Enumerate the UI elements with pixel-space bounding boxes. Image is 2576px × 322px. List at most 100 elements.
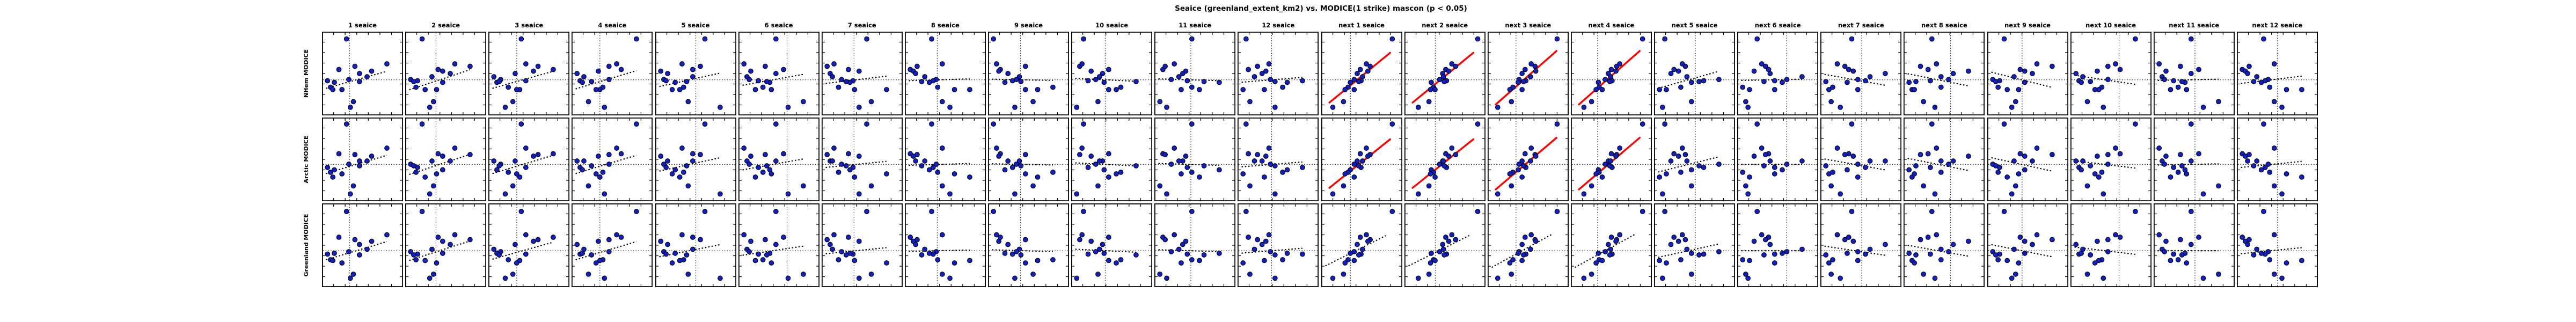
- data-point: [1201, 252, 1207, 258]
- data-point: [1013, 248, 1019, 254]
- data-point: [1432, 174, 1438, 180]
- subplot-svg: [1987, 117, 2068, 201]
- data-point: [741, 61, 747, 67]
- data-point: [1077, 152, 1082, 157]
- data-point: [831, 145, 837, 151]
- data-point: [1260, 241, 1265, 247]
- data-point: [596, 68, 602, 74]
- data-point: [1272, 105, 1278, 110]
- data-point: [343, 36, 349, 42]
- data-point: [1101, 79, 1107, 85]
- data-point: [1995, 170, 2001, 175]
- trend-dotted-line: [2157, 78, 2219, 81]
- data-point: [2132, 36, 2138, 42]
- trend-dotted-line: [742, 245, 803, 256]
- trend-dotted-line: [1491, 233, 1553, 268]
- data-point: [764, 79, 770, 84]
- data-point: [2175, 257, 2181, 262]
- data-point: [868, 183, 874, 189]
- data-point: [780, 67, 786, 72]
- trend-dotted-line: [1158, 163, 1220, 166]
- data-point: [2245, 158, 2250, 164]
- trend-dotted-line: [1574, 233, 1636, 268]
- data-point: [1532, 63, 1538, 69]
- data-point: [1520, 252, 1526, 258]
- subplot-cell-r3-c16: [1570, 203, 1652, 287]
- data-point: [1183, 153, 1189, 159]
- data-point: [580, 250, 586, 256]
- data-point: [1664, 87, 1669, 92]
- data-point: [2284, 171, 2289, 177]
- data-point: [1022, 260, 1028, 266]
- data-point: [1799, 158, 1805, 164]
- data-point: [922, 246, 927, 252]
- data-point: [1100, 71, 1106, 76]
- subplot-cell-r2-c8: [904, 117, 986, 201]
- data-point: [2163, 153, 2169, 159]
- data-point: [535, 152, 541, 157]
- data-point: [2246, 63, 2252, 69]
- data-point: [664, 241, 670, 247]
- data-point: [1946, 162, 1952, 167]
- figure-title: Seaice (greenland_extent_km2) vs. MODICE…: [1175, 4, 1467, 13]
- data-point: [830, 74, 835, 79]
- data-point: [1012, 105, 1018, 110]
- data-point: [1938, 170, 1944, 175]
- data-point: [2279, 105, 2285, 110]
- data-point: [2171, 251, 2176, 257]
- data-point: [1995, 84, 2001, 90]
- data-point: [343, 209, 349, 214]
- data-point: [1509, 271, 1514, 277]
- subplot-svg: [1071, 32, 1153, 115]
- data-point: [831, 61, 837, 67]
- data-point: [657, 238, 663, 244]
- subplot-svg: [1737, 32, 1819, 115]
- data-point: [1356, 79, 1362, 84]
- data-point: [1106, 174, 1111, 180]
- subplot-spines: [2153, 32, 2235, 115]
- data-point: [597, 258, 603, 264]
- data-point: [1106, 67, 1111, 72]
- data-point: [1745, 275, 1751, 281]
- data-point: [996, 153, 1001, 159]
- subplot-spines: [821, 117, 903, 201]
- subplot-svg: [1987, 203, 2068, 287]
- trend-dotted-line: [1990, 244, 2052, 258]
- data-point: [513, 71, 518, 76]
- data-point: [1449, 232, 1454, 238]
- subplot-cell-r3-c15: [1487, 203, 1569, 287]
- subplot-svg: [2153, 32, 2235, 115]
- data-point: [1240, 87, 1246, 92]
- subplot-svg: [2070, 203, 2151, 287]
- data-point: [1101, 167, 1107, 173]
- data-point: [1918, 237, 1923, 243]
- data-point: [411, 79, 416, 84]
- data-point: [346, 77, 352, 83]
- data-point: [1701, 251, 1707, 257]
- subplot-svg: [1904, 32, 1985, 115]
- data-point: [2162, 162, 2167, 167]
- data-point: [2267, 257, 2273, 262]
- data-point: [510, 183, 516, 189]
- data-point: [1675, 68, 1681, 74]
- subplot-spines: [2236, 117, 2318, 201]
- data-point: [1613, 68, 1619, 74]
- data-point: [1268, 77, 1274, 83]
- data-point: [2094, 153, 2100, 159]
- subplot-spines: [2070, 32, 2151, 115]
- data-point: [843, 79, 849, 84]
- subplot-spines: [2153, 203, 2235, 287]
- subplot-spines: [572, 203, 653, 287]
- data-point: [2260, 121, 2266, 127]
- data-point: [1495, 275, 1501, 281]
- data-point: [435, 234, 441, 240]
- data-point: [350, 99, 356, 105]
- subplot-svg: [1487, 117, 1569, 201]
- data-point: [748, 153, 753, 159]
- data-point: [762, 237, 768, 243]
- data-point: [1596, 250, 1601, 256]
- data-point: [580, 167, 586, 173]
- subplot-svg: [821, 117, 903, 201]
- data-point: [883, 171, 889, 177]
- data-point: [1162, 63, 1168, 69]
